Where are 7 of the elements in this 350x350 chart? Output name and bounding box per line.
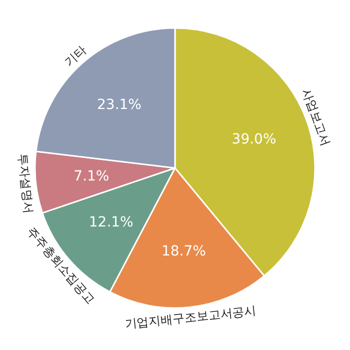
slice-label: 투자설명서 [16,152,36,214]
data-label: 7.1% [74,168,110,185]
data-label: 39.0% [232,132,276,148]
data-label: 23.1% [97,97,142,114]
data-label: 12.1% [88,214,134,231]
data-label: 18.7% [161,244,206,260]
slice-label: 기타 [62,42,90,69]
